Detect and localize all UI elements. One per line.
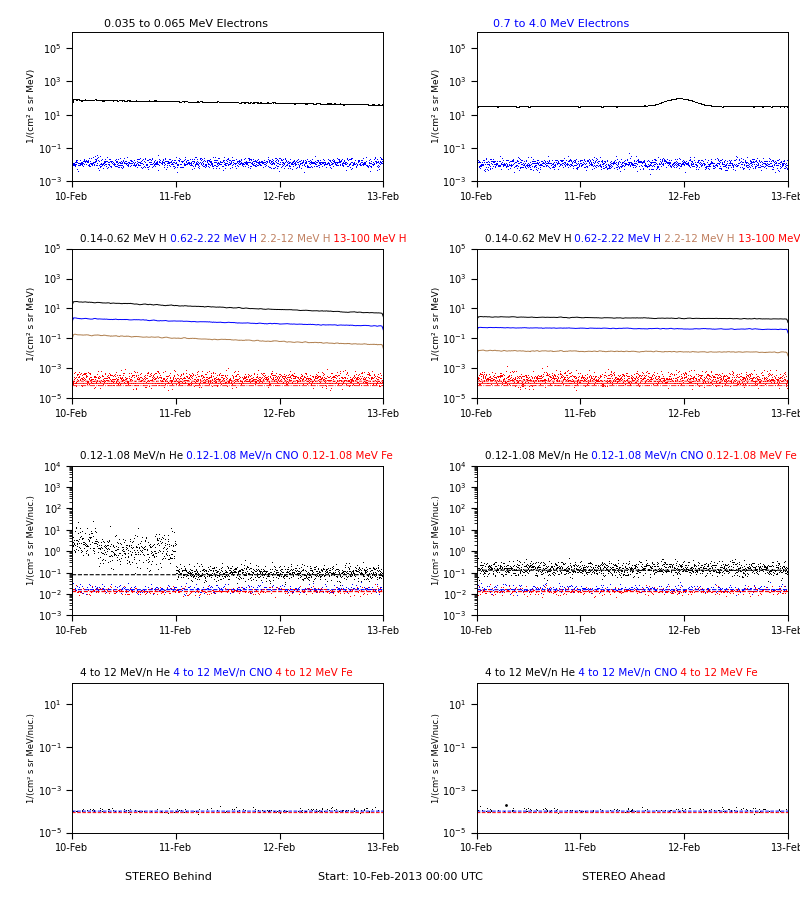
Text: 0.035 to 0.065 MeV Electrons: 0.035 to 0.065 MeV Electrons (104, 19, 268, 29)
Text: Start: 10-Feb-2013 00:00 UTC: Start: 10-Feb-2013 00:00 UTC (318, 872, 482, 882)
Text: 0.12-1.08 MeV/n He: 0.12-1.08 MeV/n He (485, 451, 588, 461)
Text: 4 to 12 MeV Fe: 4 to 12 MeV Fe (677, 669, 758, 679)
Text: 13-100 MeV H: 13-100 MeV H (735, 234, 800, 244)
Text: 0.7 to 4.0 MeV Electrons: 0.7 to 4.0 MeV Electrons (493, 19, 629, 29)
Text: 0.12-1.08 MeV Fe: 0.12-1.08 MeV Fe (703, 451, 797, 461)
Y-axis label: 1/(cm² s sr MeV/nuc.): 1/(cm² s sr MeV/nuc.) (432, 496, 441, 586)
Text: 4 to 12 MeV/n He: 4 to 12 MeV/n He (80, 669, 170, 679)
Y-axis label: 1/(cm² s sr MeV): 1/(cm² s sr MeV) (432, 69, 441, 143)
Y-axis label: 1/(cm² s sr MeV): 1/(cm² s sr MeV) (432, 286, 441, 361)
Text: 0.62-2.22 MeV H: 0.62-2.22 MeV H (571, 234, 662, 244)
Y-axis label: 1/(cm² s sr MeV): 1/(cm² s sr MeV) (27, 286, 36, 361)
Text: 2.2-12 MeV H: 2.2-12 MeV H (257, 234, 330, 244)
Y-axis label: 1/(cm² s sr MeV/nuc.): 1/(cm² s sr MeV/nuc.) (432, 713, 441, 803)
Text: 0.12-1.08 MeV/n He: 0.12-1.08 MeV/n He (80, 451, 183, 461)
Y-axis label: 1/(cm² s sr MeV): 1/(cm² s sr MeV) (27, 69, 36, 143)
Text: STEREO Ahead: STEREO Ahead (582, 872, 666, 882)
Text: 4 to 12 MeV Fe: 4 to 12 MeV Fe (273, 669, 353, 679)
Y-axis label: 1/(cm² s sr MeV/nuc.): 1/(cm² s sr MeV/nuc.) (27, 496, 36, 586)
Text: 0.14-0.62 MeV H: 0.14-0.62 MeV H (80, 234, 166, 244)
Text: 0.14-0.62 MeV H: 0.14-0.62 MeV H (485, 234, 571, 244)
Text: 0.12-1.08 MeV Fe: 0.12-1.08 MeV Fe (298, 451, 393, 461)
Text: 0.12-1.08 MeV/n CNO: 0.12-1.08 MeV/n CNO (183, 451, 298, 461)
Text: 4 to 12 MeV/n CNO: 4 to 12 MeV/n CNO (574, 669, 677, 679)
Text: 13-100 MeV H: 13-100 MeV H (330, 234, 406, 244)
Text: 0.62-2.22 MeV H: 0.62-2.22 MeV H (166, 234, 257, 244)
Text: STEREO Behind: STEREO Behind (125, 872, 211, 882)
Text: 4 to 12 MeV/n He: 4 to 12 MeV/n He (485, 669, 574, 679)
Y-axis label: 1/(cm² s sr MeV/nuc.): 1/(cm² s sr MeV/nuc.) (27, 713, 36, 803)
Text: 2.2-12 MeV H: 2.2-12 MeV H (662, 234, 735, 244)
Text: 0.12-1.08 MeV/n CNO: 0.12-1.08 MeV/n CNO (588, 451, 703, 461)
Text: 4 to 12 MeV/n CNO: 4 to 12 MeV/n CNO (170, 669, 273, 679)
